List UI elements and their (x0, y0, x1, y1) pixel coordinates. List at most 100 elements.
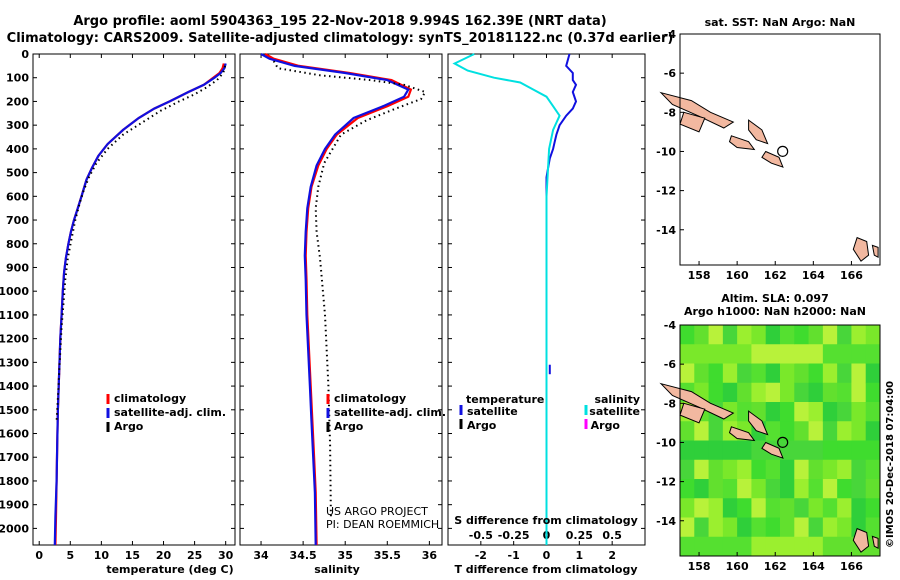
x-tick-label: 20 (156, 549, 172, 562)
sla-cell (822, 440, 838, 461)
sla-cell (837, 402, 852, 422)
series-line-satellite-adj-clim- (260, 53, 410, 546)
x-tick-label: 30 (218, 549, 234, 562)
sla-cell (794, 344, 810, 364)
sla-cell (865, 325, 881, 345)
sla-cell (794, 498, 810, 518)
y-tick-label: 1200 (0, 333, 29, 346)
t-difference-xlabel: T difference from climatology (454, 563, 637, 576)
float-position-marker (777, 436, 789, 448)
sla-cell (722, 517, 738, 538)
island-land (871, 535, 879, 550)
sla-cell (694, 498, 710, 518)
sla-cell (780, 421, 795, 441)
sla-cell (780, 536, 795, 557)
sla-cell (808, 459, 824, 480)
sla-cell (822, 325, 838, 345)
sla-cell (765, 479, 781, 499)
island-land (761, 441, 784, 459)
y-tick-label: 400 (6, 143, 29, 156)
island-land (728, 426, 756, 442)
x-tick-label: 10 (94, 549, 110, 562)
island-land (728, 135, 756, 151)
sla-cell (694, 344, 710, 364)
sla-cell (722, 382, 738, 403)
y-tick-label: 1900 (0, 499, 29, 512)
series-line-t-satellite (545, 53, 578, 545)
series-line-climatology (264, 53, 413, 546)
sla-cell (751, 363, 767, 384)
sla-cell (680, 325, 695, 345)
sla-cell (737, 344, 752, 364)
sla-cell (851, 344, 867, 364)
x2-tick-label: 0.5 (602, 529, 622, 542)
legend-label: climatology (114, 392, 186, 405)
sla-cell (680, 363, 695, 384)
sla-cell (765, 421, 781, 441)
x-tick-label: 15 (125, 549, 140, 562)
island-land (659, 91, 735, 129)
sla-cell (794, 421, 810, 441)
sla-cell (694, 536, 710, 557)
legend-label: Argo (591, 419, 621, 432)
legend-label: satellite-adj. clim. (114, 406, 226, 419)
y-tick-label: 1800 (0, 475, 29, 488)
x-tick-label: 160 (726, 269, 749, 282)
sla-cell (751, 479, 767, 499)
sla-cell (780, 479, 795, 499)
y-tick-label: -12 (656, 185, 676, 198)
y-tick-label: 1400 (0, 380, 29, 393)
figure-title-line2: Climatology: CARS2009. Satellite-adjuste… (7, 31, 674, 46)
sla-cell (751, 440, 767, 461)
sla-cell (737, 325, 752, 345)
sla-cell (708, 536, 724, 557)
x-tick-label: 166 (840, 560, 863, 573)
sla-cell (680, 498, 695, 518)
y-tick-label: -4 (664, 28, 677, 41)
sla-cell (865, 344, 881, 364)
sla-cell (780, 440, 795, 461)
sla-cell (765, 517, 781, 538)
y-tick-label: 200 (6, 95, 29, 108)
sla-cell (708, 344, 724, 364)
y-tick-label: -14 (656, 224, 676, 237)
sla-cell (694, 421, 710, 441)
sla-cell (865, 402, 881, 422)
y-tick-label: 1000 (0, 285, 29, 298)
sla-cell (822, 382, 838, 403)
x-tick-label: 0 (543, 549, 551, 562)
sla-cell (751, 498, 767, 518)
sla-cell (708, 363, 724, 384)
sla-cell (808, 363, 824, 384)
sla-cell (722, 344, 738, 364)
float-position-marker (777, 145, 789, 157)
y-tick-label: -4 (664, 319, 677, 332)
y-tick-label: 800 (6, 238, 29, 251)
sla-cell (851, 363, 867, 384)
sla-cell (694, 440, 710, 461)
legend-label: satellite-adj. clim. (334, 406, 446, 419)
sla-cell (808, 440, 824, 461)
sla-cell (822, 363, 838, 384)
island-land (679, 111, 706, 133)
sla-cell (865, 382, 881, 403)
sla-cell (708, 459, 724, 480)
x-tick-label: 162 (764, 560, 787, 573)
legend-title-right: salinity (594, 393, 640, 406)
sla-cell (822, 344, 838, 364)
sla-cell (737, 459, 752, 480)
sla-cell (694, 459, 710, 480)
x-tick-label: 0 (35, 549, 43, 562)
series-line-argo (55, 65, 227, 422)
y-tick-label: 700 (6, 214, 29, 227)
sla-cell (851, 440, 867, 461)
sst-map: 158 160 162 164 166 -4 -6 -8 -10 -12 -14 (656, 28, 881, 282)
sla-cell (851, 459, 867, 480)
sla-cell (680, 440, 695, 461)
sla-cell (680, 421, 695, 441)
sla-cell (851, 325, 867, 345)
island-land (761, 150, 784, 168)
sla-cell (722, 498, 738, 518)
sla-cell (837, 479, 852, 499)
sla-cell (722, 536, 738, 557)
